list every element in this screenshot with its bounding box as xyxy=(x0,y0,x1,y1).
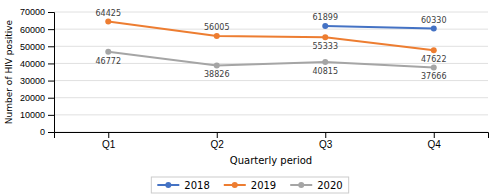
series-marker xyxy=(431,26,437,32)
y-tick-label: 50000 xyxy=(20,42,45,52)
marks xyxy=(105,19,437,71)
legend-item: 2018 xyxy=(157,180,209,191)
chart: 0 10000 20000 30000 40000 50000 60000 70000 Q1 Q2… xyxy=(0,0,500,196)
x-tick-mark xyxy=(217,132,218,138)
data-label: 64425 xyxy=(96,9,121,18)
y-tick: 20000 xyxy=(20,93,54,103)
y-axis-line xyxy=(48,13,55,133)
y-tick-mark xyxy=(48,98,54,99)
x-tick: Q1 xyxy=(102,132,116,150)
y-tick: 50000 xyxy=(20,42,54,52)
y-tick-mark xyxy=(48,29,54,30)
x-tick-label: Q2 xyxy=(211,139,225,150)
legend-frame xyxy=(151,177,348,193)
y-tick: 10000 xyxy=(20,110,54,120)
x-tick-mark xyxy=(434,132,435,138)
y-tick: 70000 xyxy=(20,7,54,17)
x-axis-line xyxy=(55,133,489,139)
legend-marker xyxy=(298,182,304,188)
plot-area: 0 10000 20000 30000 40000 50000 60000 70000 Q1 Q2… xyxy=(20,7,489,150)
y-tick-mark xyxy=(48,132,54,133)
data-label: 61899 xyxy=(313,13,338,22)
legend-label: 2019 xyxy=(251,180,276,191)
legend-label: 2018 xyxy=(184,180,209,191)
y-tick: 60000 xyxy=(20,25,54,35)
x-tick-label: Q3 xyxy=(319,139,333,150)
x-axis-title: Quarterly period xyxy=(230,155,312,166)
grid-line xyxy=(54,97,488,98)
data-label: 40815 xyxy=(313,67,338,76)
x-tick-mark xyxy=(108,132,109,138)
series-line xyxy=(108,22,434,51)
x-tick-mark xyxy=(325,132,326,138)
y-tick: 40000 xyxy=(20,59,54,69)
series-marker xyxy=(322,23,328,29)
y-tick-mark xyxy=(48,63,54,64)
y-tick-label: 0 xyxy=(40,127,45,137)
y-axis: 0 10000 20000 30000 40000 50000 60000 70000 xyxy=(20,7,55,137)
data-label: 37666 xyxy=(421,72,446,81)
series-marker xyxy=(105,49,111,55)
legend: 2018 2019 2020 xyxy=(151,177,348,193)
y-tick-mark xyxy=(48,46,54,47)
y-axis-title: Number of HIV positive xyxy=(4,19,14,124)
grid xyxy=(54,12,488,132)
legend-item: 2020 xyxy=(290,180,342,191)
x-tick: Q3 xyxy=(319,132,333,150)
y-tick-mark xyxy=(48,81,54,82)
grid-line xyxy=(54,46,488,47)
x-tick-label: Q1 xyxy=(102,139,116,150)
x-tick-label: Q4 xyxy=(428,139,442,150)
y-tick-label: 30000 xyxy=(20,76,45,86)
y-tick-label: 10000 xyxy=(20,110,45,120)
series-marker xyxy=(214,62,220,68)
data-label: 46772 xyxy=(96,57,121,66)
data-label: 38826 xyxy=(204,70,229,79)
legend-item: 2019 xyxy=(224,180,276,191)
data-label: 56005 xyxy=(204,23,229,32)
series-marker xyxy=(105,19,111,25)
y-tick-mark xyxy=(48,115,54,116)
legend-marker xyxy=(232,182,238,188)
x-tick: Q2 xyxy=(211,132,225,150)
data-labels: 61899 60330 64425 56005 55333 47622 46772 38826… xyxy=(96,9,447,82)
data-label: 47622 xyxy=(421,55,446,64)
x-tick: Q4 xyxy=(428,132,442,150)
legend-label: 2020 xyxy=(317,180,342,191)
y-tick-label: 40000 xyxy=(20,59,45,69)
y-tick: 30000 xyxy=(20,76,54,86)
x-axis: Q1 Q2 Q3 Q4 xyxy=(55,132,489,150)
series-marker xyxy=(214,33,220,39)
y-tick-mark xyxy=(48,12,54,13)
data-label: 60330 xyxy=(421,16,446,25)
series-marker xyxy=(431,47,437,53)
y-tick-label: 20000 xyxy=(20,93,45,103)
series-marker xyxy=(322,59,328,65)
y-tick-label: 70000 xyxy=(20,7,45,17)
legend-marker xyxy=(165,182,171,188)
series-line xyxy=(108,52,434,68)
series-marker xyxy=(431,64,437,70)
grid-line xyxy=(54,114,488,115)
y-tick-label: 60000 xyxy=(20,25,45,35)
series-marker xyxy=(322,34,328,40)
y-tick: 0 xyxy=(40,127,54,137)
series-line xyxy=(325,26,434,29)
data-label: 55333 xyxy=(313,42,338,51)
